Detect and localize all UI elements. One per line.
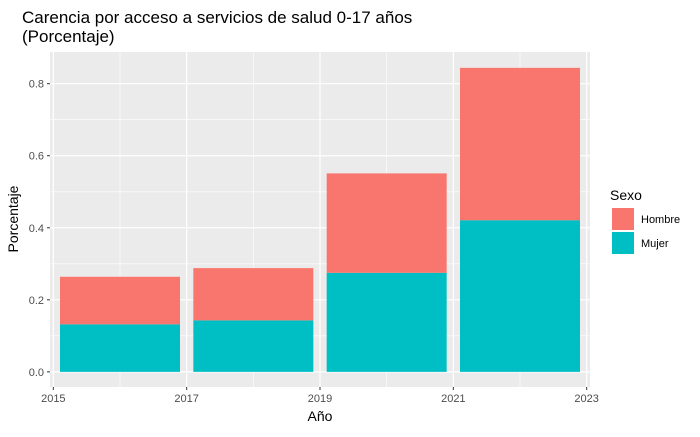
legend-label-mujer: Mujer	[641, 238, 669, 250]
y-tick-label: 0.0	[29, 367, 44, 379]
x-tick-label: 2017	[174, 393, 198, 405]
bar-hombre-2020	[326, 173, 447, 273]
bar-hombre-2022	[460, 67, 580, 221]
chart-title: Carencia por acceso a servicios de salud…	[22, 8, 412, 27]
x-tick-label: 2019	[308, 393, 332, 405]
legend-label-hombre: Hombre	[641, 214, 680, 226]
bar-mujer-2018	[193, 320, 314, 372]
bar-hombre-2018	[193, 268, 314, 321]
bar-mujer-2016	[60, 324, 180, 372]
bars	[60, 67, 580, 372]
y-axis-label: Porcentaje	[5, 185, 21, 252]
x-axis-label: Año	[308, 408, 333, 424]
legend-key-mujer	[612, 232, 634, 254]
x-tick-label: 2021	[441, 393, 465, 405]
legend: Sexo Hombre Mujer	[610, 187, 680, 254]
x-axis: 2015 2017 2019 2021 2023	[41, 387, 599, 405]
bar-mujer-2022	[460, 220, 580, 372]
chart-subtitle: (Porcentaje)	[22, 27, 115, 46]
y-tick-label: 0.2	[29, 295, 44, 307]
x-tick-label: 2023	[574, 393, 598, 405]
y-axis: 0.0 0.2 0.4 0.6 0.8	[29, 79, 50, 379]
y-tick-label: 0.4	[29, 223, 44, 235]
bar-mujer-2020	[326, 272, 447, 372]
y-tick-label: 0.6	[29, 151, 44, 163]
bar-hombre-2016	[60, 276, 180, 325]
y-tick-label: 0.8	[29, 79, 44, 91]
legend-title: Sexo	[610, 187, 642, 203]
x-tick-label: 2015	[41, 393, 65, 405]
legend-key-hombre	[612, 208, 634, 230]
